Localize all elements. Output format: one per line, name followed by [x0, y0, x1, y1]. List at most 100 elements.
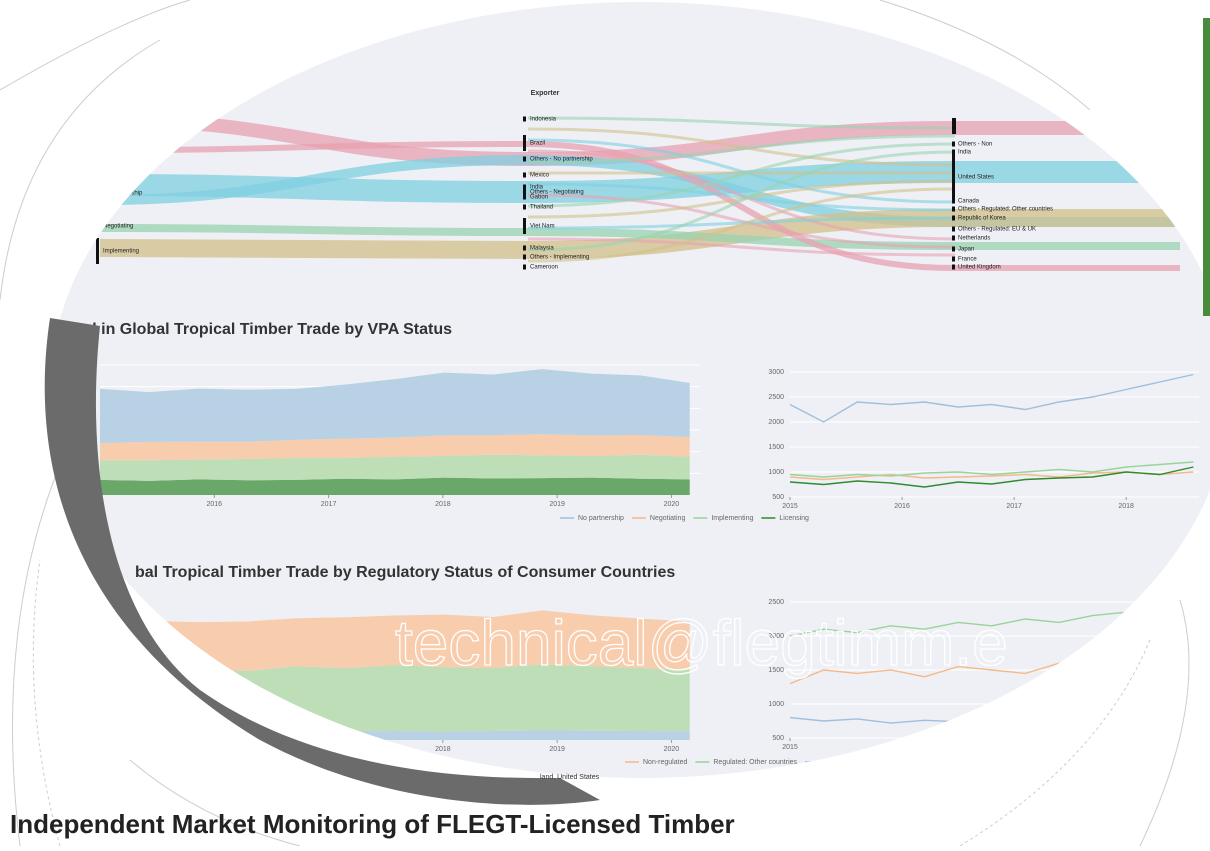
- sankey-node: [96, 238, 99, 264]
- chart: rend in Global Tropical Timber Trade by …: [62, 321, 700, 508]
- y-tick-label: 500: [772, 735, 784, 742]
- sankey-label: Others - Implementing: [530, 255, 589, 261]
- area: [100, 369, 690, 443]
- sankey-link: [527, 187, 956, 263]
- legend-label: Regulated: EU & UK: [823, 759, 887, 766]
- footnote: land, United States: [540, 774, 600, 781]
- sankey-node: [952, 215, 955, 221]
- line: [789, 466, 1194, 488]
- sankey-node: [523, 172, 526, 178]
- sankey-node: [952, 153, 955, 201]
- sankey-label: United Kingdom: [958, 265, 1001, 271]
- sankey-title: Exporter: [531, 90, 560, 97]
- background-swirls: [0, 0, 1190, 847]
- sankey-label: Netherlands: [958, 236, 990, 242]
- sankey-node: [523, 264, 526, 270]
- sankey-node: [523, 156, 526, 162]
- sankey-node: [523, 135, 526, 151]
- legend-label: Licensing: [779, 515, 809, 522]
- sankey-link: [99, 140, 1180, 271]
- chart: 500 1000 1500 2000 2500 3000 2015 2016 2017 2018 N…: [560, 369, 1199, 522]
- x-tick-label: 2016: [894, 744, 910, 751]
- sankey-node: [523, 116, 526, 122]
- line: [789, 461, 1194, 478]
- sankey-label: Others - Non: [958, 142, 992, 148]
- sankey-label: Republic of Korea: [958, 216, 1006, 222]
- x-tick-label: 2015: [782, 503, 798, 510]
- sankey-node: [96, 152, 99, 166]
- legend-label: Non-regulated: [643, 759, 687, 766]
- page-title: Independent Market Monitoring of FLEGT-L…: [10, 809, 735, 839]
- sankey-link: [527, 134, 956, 164]
- sankey-node: [523, 184, 526, 190]
- area: [100, 454, 690, 481]
- y-tick-label: 3000: [768, 369, 784, 376]
- sankey-link: [527, 149, 956, 241]
- sankey-link: [527, 138, 956, 204]
- x-tick-label: 2019: [549, 746, 565, 753]
- sankey-label: Malaysia: [530, 246, 554, 252]
- sankey-node: [952, 198, 955, 204]
- sankey-label: Others - Regulated: Other countries: [958, 207, 1053, 213]
- sankey-link: [527, 116, 956, 130]
- chart-title: bal Tropical Timber Trade by Regulatory …: [135, 564, 675, 581]
- sankey-node: [523, 218, 526, 234]
- sankey-link: [527, 216, 956, 230]
- sankey-node: [952, 141, 955, 147]
- legend-label: Negotiating: [650, 515, 686, 522]
- sankey-link: [527, 127, 956, 167]
- area: [100, 477, 690, 495]
- sankey-link: [527, 142, 956, 208]
- y-tick-label: 2500: [768, 394, 784, 401]
- sankey-link: [527, 237, 956, 257]
- sankey-label: India: [958, 150, 972, 156]
- x-tick-label: 2018: [435, 501, 451, 508]
- sankey-node: [952, 149, 955, 155]
- legend-label: No partnership: [578, 515, 624, 522]
- sankey-node: [523, 189, 526, 195]
- sankey-node: [952, 246, 955, 252]
- sankey-node: [96, 173, 99, 213]
- sankey-node: [952, 256, 955, 262]
- x-tick-label: 2017: [321, 501, 337, 508]
- x-tick-label: 2020: [664, 746, 680, 753]
- sankey-link: [527, 182, 956, 212]
- x-tick-label: 2015: [782, 744, 798, 751]
- sankey: ng No partnership Negotiating Implementing I…: [96, 113, 1180, 271]
- sankey-link: [527, 150, 956, 252]
- sankey-node: [523, 254, 526, 260]
- sankey-label: Gabon: [530, 195, 548, 201]
- green-bar: [1203, 18, 1210, 316]
- y-tick-label: 1500: [768, 667, 784, 674]
- sankey-label: India: [530, 185, 544, 191]
- x-tick-label: 2018: [1118, 503, 1134, 510]
- line: [789, 373, 1194, 423]
- sankey-label: Cameroon: [530, 265, 558, 271]
- x-tick-label: 2017: [1006, 503, 1022, 510]
- legend-label: Regulated: Other countries: [713, 759, 797, 766]
- sankey-label: Japan: [958, 247, 974, 253]
- y-tick-label: 1500: [768, 444, 784, 451]
- x-tick-label: 2019: [549, 501, 565, 508]
- sankey-label: Viet Nam: [530, 224, 555, 230]
- sankey-label: United States: [958, 175, 994, 181]
- sankey-link: [527, 193, 956, 249]
- sankey-label: ng: [103, 157, 110, 163]
- sankey-label: Negotiating: [103, 224, 133, 230]
- sankey-label: Indonesia: [530, 117, 557, 123]
- y-tick-label: 2000: [768, 419, 784, 426]
- sankey-node: [952, 226, 955, 232]
- crescent: [44, 318, 600, 805]
- sankey-node: [523, 245, 526, 251]
- x-tick-label: 2016: [894, 503, 910, 510]
- sankey-label: Others - No partnership: [530, 157, 593, 163]
- sankey-label: Implementing: [103, 249, 139, 255]
- chart-title: rend in Global Tropical Timber Trade by …: [62, 321, 452, 338]
- sankey-node: [523, 194, 526, 200]
- sankey-label: Thailand: [530, 205, 553, 211]
- sankey-label: No partnership: [103, 191, 143, 197]
- y-tick-label: 2000: [768, 633, 784, 640]
- y-tick-label: 1000: [768, 469, 784, 476]
- sankey-label: Canada: [958, 199, 980, 205]
- sankey-label: Others - Negotiating: [530, 190, 584, 196]
